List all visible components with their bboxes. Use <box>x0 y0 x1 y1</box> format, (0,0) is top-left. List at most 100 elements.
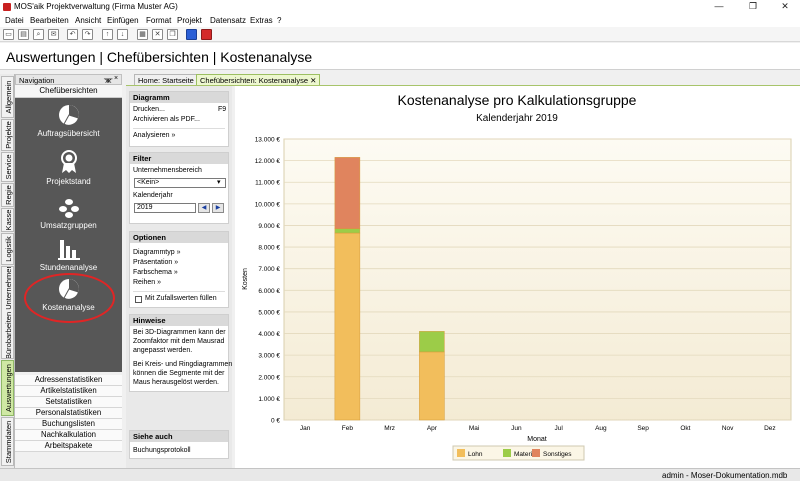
arrow-up-icon[interactable]: ↑ <box>102 29 113 40</box>
nav-list-nachkalkulation[interactable]: Nachkalkulation <box>15 430 122 441</box>
redo-icon[interactable]: ↷ <box>82 29 93 40</box>
nav-item-label: Projektstand <box>46 177 91 186</box>
x-tick-label: Feb <box>342 425 354 432</box>
hint-text: Bei Kreis- und Ringdiagrammen <box>133 361 233 368</box>
pin-icon[interactable]: ᚘ <box>104 76 113 83</box>
nav-item-label: Umsatzgruppen <box>40 221 97 230</box>
vtab-kasse[interactable]: Kasse <box>1 208 14 232</box>
hint-text: Bei 3D-Diagrammen kann der <box>133 329 226 336</box>
y-tick-label: 9.000 € <box>258 223 280 230</box>
drucken-link[interactable]: Drucken... <box>133 106 165 113</box>
arrow-down-icon[interactable]: ↓ <box>117 29 128 40</box>
nav-item-label: Stundenanalyse <box>39 263 98 272</box>
praesentation-link[interactable]: Präsentation » <box>133 259 179 266</box>
restore-button[interactable]: ❐ <box>748 1 758 11</box>
mail-icon[interactable]: ✉ <box>48 29 59 40</box>
copy-icon[interactable]: ❐ <box>167 29 178 40</box>
new-icon[interactable]: ▭ <box>3 29 14 40</box>
user-red-icon[interactable] <box>201 29 212 40</box>
y-tick-label: 10.000 € <box>255 201 281 208</box>
diagrammtyp-link[interactable]: Diagrammtyp » <box>133 249 181 256</box>
nav-item-auftragsuebersicht[interactable]: Auftragsübersicht <box>15 104 122 138</box>
unternehmensbereich-label: Unternehmensbereich <box>133 167 202 174</box>
highlight-ellipse <box>24 273 115 323</box>
menu-einfuegen[interactable]: Einfügen <box>107 16 139 25</box>
menu-projekt[interactable]: Projekt <box>177 16 202 25</box>
minimize-button[interactable]: — <box>714 1 724 11</box>
x-tick-label: Nov <box>722 425 734 432</box>
x-tick-label: Mai <box>469 425 479 432</box>
buchungsprotokoll-link[interactable]: Buchungsprotokoll <box>133 447 191 454</box>
legend: Lohn Material Sonstiges <box>452 445 585 461</box>
nav-list-personalstatistiken[interactable]: Personalstatistiken <box>15 408 122 419</box>
nav-item-projektstand[interactable]: Projektstand <box>15 150 122 186</box>
user-blue-icon[interactable] <box>186 29 197 40</box>
delete-icon[interactable]: ✕ <box>152 29 163 40</box>
x-tick-label: Apr <box>427 425 438 432</box>
vtab-stammdaten[interactable]: Stammdaten <box>1 417 14 466</box>
bar-segment-lohn <box>419 351 445 421</box>
nav-list-adressenstatistiken[interactable]: Adressenstatistiken <box>15 375 122 386</box>
archivieren-link[interactable]: Archivieren als PDF... <box>133 116 200 123</box>
x-axis-ticks: Jan Feb Mrz Apr Mai Jun Jul Aug Sep Okt Nov Dez <box>300 425 776 432</box>
year-prev-button[interactable]: ◀ <box>198 203 210 213</box>
coins-icon <box>58 199 79 218</box>
status-text: admin - Moser-Dokumentation.mdb <box>662 471 788 480</box>
menu-datei[interactable]: Datei <box>5 16 24 25</box>
hint-text: können die Segmente mit der <box>133 370 225 377</box>
bars <box>334 157 445 421</box>
menu-help[interactable]: ? <box>277 16 282 25</box>
legend-label: Sonstiges <box>543 451 572 458</box>
status-bar: admin - Moser-Dokumentation.mdb <box>0 468 800 481</box>
app-icon <box>3 3 11 11</box>
section-optionen: Optionen Diagrammtyp » Präsentation » Fa… <box>129 231 229 308</box>
section-filter: Filter Unternehmensbereich <Kein> ▾ Kale… <box>129 152 229 224</box>
open-icon[interactable]: ▤ <box>18 29 29 40</box>
vtab-allgemein[interactable]: Allgemein <box>1 76 14 118</box>
y-tick-label: 5.000 € <box>258 309 280 316</box>
toolbar: ▭ ▤ ⌕ ✉ ↶ ↷ ↑ ↓ ▦ ✕ ❐ <box>0 27 800 42</box>
report-icon[interactable]: ▦ <box>137 29 148 40</box>
unternehmensbereich-select[interactable]: <Kein> ▾ <box>134 178 226 188</box>
zufallswerte-label: Mit Zufallswerten füllen <box>145 295 217 302</box>
menu-extras[interactable]: Extras <box>250 16 273 25</box>
print-preview-icon[interactable]: ⌕ <box>33 29 44 40</box>
nav-list-arbeitspakete[interactable]: Arbeitspakete <box>15 441 122 452</box>
bar-segment-material <box>419 331 445 353</box>
y-tick-label: 3.000 € <box>258 353 280 360</box>
action-panel: Diagramm Drucken... F9 Archivieren als P… <box>126 86 232 468</box>
chart-area: Kostenanalyse pro Kalkulationsgruppe Kal… <box>235 86 800 468</box>
vtab-projekte[interactable]: Projekte <box>1 119 14 151</box>
vtab-service[interactable]: Service <box>1 152 14 182</box>
menu-datensatz[interactable]: Datensatz <box>210 16 247 25</box>
undo-icon[interactable]: ↶ <box>67 29 78 40</box>
vtab-regie[interactable]: Regie <box>1 183 14 207</box>
navigation-header: Navigation ᚘ × <box>15 74 122 85</box>
legend-swatch <box>503 449 511 457</box>
nav-list-buchungslisten[interactable]: Buchungslisten <box>15 419 122 430</box>
menu-format[interactable]: Format <box>146 16 172 25</box>
nav-item-stundenanalyse[interactable]: Stundenanalyse <box>15 236 122 272</box>
bar-segment-sonstiges <box>334 157 361 229</box>
nav-item-umsatzgruppen[interactable]: Umsatzgruppen <box>15 198 122 230</box>
farbschema-link[interactable]: Farbschema » <box>133 269 178 276</box>
zufallswerte-checkbox[interactable] <box>135 296 142 303</box>
title-bar: MOS'aik Projektverwaltung (Firma Muster … <box>0 0 800 14</box>
reihen-link[interactable]: Reihen » <box>133 279 162 286</box>
year-next-button[interactable]: ▶ <box>212 203 224 213</box>
menu-bearbeiten[interactable]: Bearbeiten <box>30 16 69 25</box>
close-button[interactable]: ✕ <box>781 1 789 11</box>
nav-list-artikelstatistiken[interactable]: Artikelstatistiken <box>15 386 122 397</box>
menu-ansicht[interactable]: Ansicht <box>75 16 102 25</box>
tab-close-icon[interactable]: ✕ <box>310 76 317 85</box>
analysieren-link[interactable]: Analysieren » <box>133 132 176 139</box>
kalenderjahr-input[interactable]: 2019 <box>134 203 196 213</box>
vtab-auswertungen[interactable]: Auswertungen <box>1 360 14 416</box>
close-icon[interactable]: × <box>114 75 119 82</box>
vtab-logistik[interactable]: Logistik <box>1 233 14 265</box>
legend-label: Material <box>514 451 538 458</box>
plot-area <box>283 138 792 421</box>
nav-list-setstatistiken[interactable]: Setstatistiken <box>15 397 122 408</box>
vtab-buerobarbeiten[interactable]: Bürobarbeiten Unternehmer <box>1 266 14 359</box>
section-header: Optionen <box>130 232 228 243</box>
